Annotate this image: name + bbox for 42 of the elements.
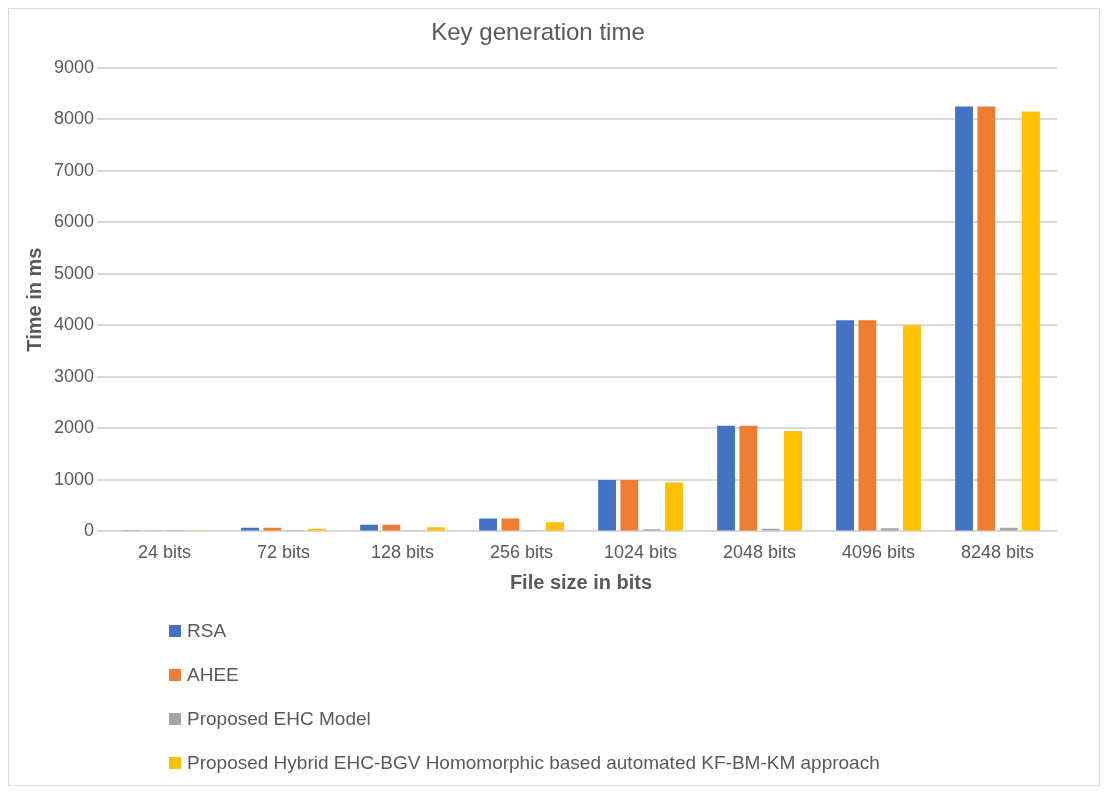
y-tick-label: 2000	[54, 417, 95, 438]
y-tick-label: 4000	[54, 314, 95, 335]
bar	[598, 479, 616, 531]
bar	[717, 425, 735, 531]
bar	[1022, 111, 1040, 531]
x-tick-label: 128 bits	[371, 542, 435, 563]
x-tick-label: 1024 bits	[603, 542, 678, 563]
x-tick-label: 256 bits	[490, 542, 554, 563]
x-tick-label: 8248 bits	[960, 542, 1035, 563]
x-tick-label: 24 bits	[138, 542, 192, 563]
y-tick-label: 3000	[54, 365, 95, 386]
bar	[739, 425, 758, 531]
y-tick-label: 5000	[54, 262, 95, 283]
x-tick-label: 2048 bits	[722, 542, 797, 563]
bar	[784, 430, 802, 531]
legend-label: RSA	[187, 620, 227, 642]
y-tick-label: 7000	[54, 159, 95, 180]
bar	[858, 320, 877, 531]
x-axis-title: File size in bits	[509, 570, 653, 593]
bar	[479, 518, 497, 531]
legend-label: AHEE	[187, 664, 239, 686]
y-tick-label: 6000	[54, 211, 95, 232]
bar	[955, 106, 973, 531]
bar	[836, 320, 854, 531]
legend-label: Proposed Hybrid EHC-BGV Homomorphic based automated KF-BM-KM approach	[187, 752, 880, 774]
bar	[427, 527, 445, 531]
bar	[665, 482, 683, 531]
y-axis-title: Time in ms	[22, 247, 45, 352]
bar	[501, 518, 520, 531]
legend-label: Proposed EHC Model	[187, 708, 371, 730]
y-tick-label: 9000	[54, 56, 95, 77]
chart-title: Key generation time	[431, 18, 645, 46]
x-tick-label: 72 bits	[257, 542, 311, 563]
bar	[977, 106, 996, 531]
y-tick-label: 0	[84, 520, 95, 541]
x-tick-label: 4096 bits	[841, 542, 916, 563]
bar	[903, 325, 921, 531]
bar	[880, 528, 899, 531]
bar	[546, 522, 564, 531]
y-tick-label: 1000	[54, 468, 95, 489]
y-tick-label: 8000	[54, 108, 95, 129]
bar	[620, 479, 639, 531]
